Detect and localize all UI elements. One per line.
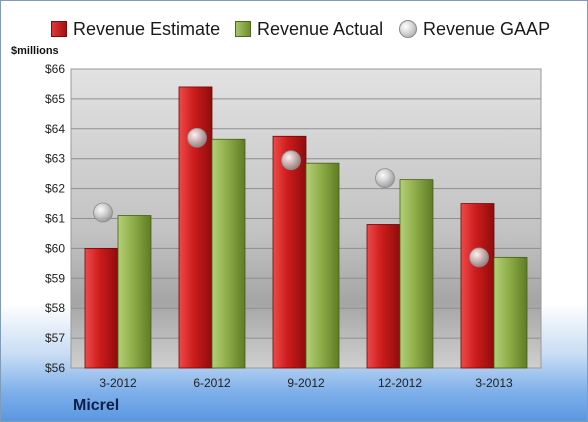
gaap-bubbles xyxy=(93,127,489,268)
y-tick-label: $63 xyxy=(45,152,65,166)
estimate-bar xyxy=(272,135,307,369)
x-axis-ticks: 3-2012 6-2012 9-2012 12-2012 3-2013 xyxy=(99,376,513,390)
y-tick-label: $65 xyxy=(45,92,65,106)
gray-bubble-swatch-icon xyxy=(399,20,417,38)
y-tick-label: $64 xyxy=(45,122,65,136)
x-tick-label: 12-2012 xyxy=(378,376,422,390)
y-tick-label: $58 xyxy=(45,301,65,315)
gaap-bubble xyxy=(469,247,489,268)
legend-item-estimate: Revenue Estimate xyxy=(51,15,220,43)
legend-label-gaap: Revenue GAAP xyxy=(423,18,551,39)
x-tick-label: 6-2012 xyxy=(193,376,231,390)
actual-bar xyxy=(305,162,340,369)
legend-item-gaap: Revenue GAAP xyxy=(399,15,550,43)
gaap-bubble xyxy=(281,150,301,171)
gaap-bubble xyxy=(187,127,207,148)
legend: Revenue Estimate Revenue Actual Revenue … xyxy=(1,15,587,43)
y-tick-label: $56 xyxy=(45,361,65,375)
x-tick-label: 9-2012 xyxy=(287,376,325,390)
actual-bar xyxy=(399,179,434,369)
actual-bar xyxy=(493,256,528,369)
actual-bar xyxy=(211,138,246,369)
gaap-bubble xyxy=(375,168,395,189)
y-tick-label: $62 xyxy=(45,182,65,196)
y-tick-label: $61 xyxy=(45,212,65,226)
legend-label-actual: Revenue Actual xyxy=(257,18,384,39)
actual-bar xyxy=(117,215,152,369)
x-tick-label: 3-2012 xyxy=(99,376,137,390)
legend-label-estimate: Revenue Estimate xyxy=(73,18,221,39)
y-tick-label: $59 xyxy=(45,271,65,285)
company-name: Micrel xyxy=(73,397,120,414)
gaap-bubble xyxy=(93,202,113,223)
y-axis-ticks: $56 $57 $58 $59 $60 $61 $62 $63 $64 $65 $66 xyxy=(45,62,65,375)
estimate-bar xyxy=(460,203,495,369)
y-tick-label: $60 xyxy=(45,241,65,255)
estimate-bar xyxy=(84,247,119,369)
y-tick-label: $57 xyxy=(45,331,65,345)
legend-item-actual: Revenue Actual xyxy=(235,15,383,43)
estimate-bar xyxy=(366,224,401,369)
green-bar-swatch-icon xyxy=(235,21,251,37)
x-tick-label: 3-2013 xyxy=(475,376,513,390)
y-axis-unit-label: $millions xyxy=(11,45,59,57)
y-tick-label: $66 xyxy=(45,62,65,76)
red-bar-swatch-icon xyxy=(51,21,67,37)
